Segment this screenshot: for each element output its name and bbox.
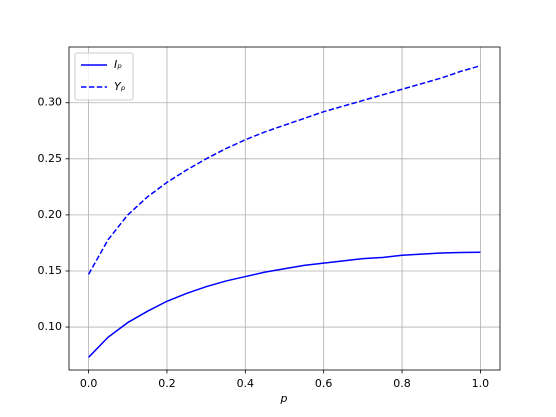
x-tick-label: 0.2 (158, 377, 176, 390)
x-tick-label: 0.4 (237, 377, 255, 390)
x-tick-label: 1.0 (472, 377, 490, 390)
series-line (88, 251, 481, 358)
y-tick-label: 0.10 (38, 320, 63, 333)
y-tick-label: 0.25 (38, 152, 63, 165)
y-tick-label: 0.20 (38, 208, 63, 221)
x-axis-label: p (280, 392, 288, 405)
y-tick-label: 0.15 (38, 264, 63, 277)
x-tick-label: 0.8 (393, 377, 411, 390)
legend-label: Yₚ (114, 80, 126, 93)
series-line (87, 65, 481, 275)
axes-frame (68, 46, 501, 371)
y-tick-label: 0.30 (38, 96, 63, 109)
legend-label: Iₚ (114, 58, 122, 71)
x-tick-label: 0.6 (315, 377, 333, 390)
x-tick-label: 0.0 (80, 377, 98, 390)
